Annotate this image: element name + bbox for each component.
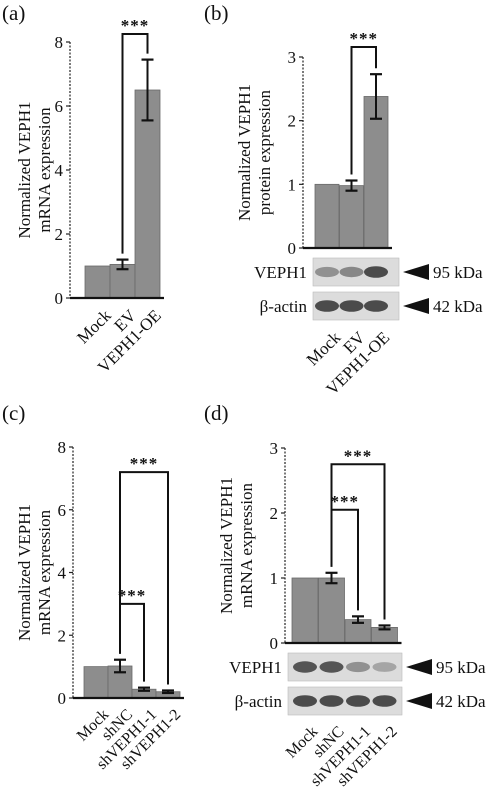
panel-d-blot-band <box>346 695 370 707</box>
panel-b-blot-band <box>339 300 364 312</box>
panel-a-bar <box>84 265 111 299</box>
panel-d-blot-row-label: β-actin <box>235 692 283 711</box>
panel-b-blot-marker-label: 42 kDa <box>433 297 483 316</box>
panel-d-blot-marker-label: 42 kDa <box>436 692 486 711</box>
panel-d-blot-band <box>293 695 317 707</box>
panel-b-bar <box>363 96 389 249</box>
panel-d-y-tick-label: 0 <box>270 634 279 653</box>
panel-d-blot-band <box>293 661 317 673</box>
panel-d-bar <box>318 577 345 644</box>
panel-c-y-tick-label: 4 <box>58 564 67 583</box>
panel-a-y-tick-label: 6 <box>55 97 64 116</box>
panel-b-significance-label: *** <box>350 29 379 48</box>
panel-d-marker-arrow-icon <box>406 659 432 675</box>
panel-a-category-label: Mock <box>73 306 115 348</box>
panel-d-blot-row-label: VEPH1 <box>229 658 282 677</box>
panel-b-blot-row-label: VEPH1 <box>254 263 307 282</box>
panel-d-y-tick-label: 1 <box>270 569 279 588</box>
panel-b-marker-arrow-icon <box>403 264 429 280</box>
panel-d-blot-band <box>319 661 344 673</box>
panel-d-significance-label: *** <box>331 492 360 511</box>
panel-b-y-axis-label: Normalized VEPH1 <box>235 84 254 221</box>
panel-b-category-label: Mock <box>303 328 345 370</box>
panel-b-y-tick-label: 2 <box>288 112 297 131</box>
panel-c-y-axis-label: mRNA expression <box>35 509 54 635</box>
panel-c-label: (c) <box>2 401 25 425</box>
panel-b-y-tick-label: 1 <box>288 175 297 194</box>
panel-a-significance-bracket <box>121 33 149 254</box>
panel-a-label: (a) <box>2 1 25 25</box>
panel-b-blot-band <box>315 266 339 278</box>
panel-d-y-axis-label: mRNA expression <box>237 482 256 608</box>
panel-b-y-tick-label: 3 <box>288 48 297 67</box>
panel-c-significance-bracket <box>119 471 169 685</box>
panel-b-blot-marker-label: 95 kDa <box>433 263 483 282</box>
panel-d-marker-arrow-icon <box>406 693 432 709</box>
panel-d-blot-marker-label: 95 kDa <box>436 658 486 677</box>
panel-b-marker-arrow-icon <box>403 298 429 314</box>
panel-b-bar <box>314 183 340 249</box>
panel-c-bar <box>83 666 109 699</box>
panel-b-y-axis-label: protein expression <box>255 89 274 215</box>
panel-d-blot-band <box>372 695 397 707</box>
panel-b-significance-bracket <box>350 46 377 175</box>
panel-d-y-axis-label: Normalized VEPH1 <box>217 477 236 614</box>
panel-b-bar <box>339 185 364 249</box>
panel-a-significance-label: *** <box>121 16 150 35</box>
panel-d-blot-band <box>346 661 370 673</box>
panel-b-blot-band <box>315 300 339 312</box>
panel-a-y-tick-label: 0 <box>55 289 64 308</box>
panel-b-y-tick-label: 0 <box>288 239 297 258</box>
panel-d-significance-label: *** <box>344 446 373 465</box>
panel-a-y-tick-label: 8 <box>55 33 64 52</box>
panel-d-bar <box>291 577 319 644</box>
panel-c-y-tick-label: 8 <box>58 438 67 457</box>
panel-c-y-tick-label: 0 <box>58 689 67 708</box>
panel-b-label: (b) <box>204 1 229 25</box>
panel-d-label: (d) <box>204 401 229 425</box>
panel-d-blot-band <box>372 662 397 672</box>
panel-a-y-tick-label: 2 <box>55 225 64 244</box>
panel-c-significance-label: *** <box>118 586 147 605</box>
panel-b-blot-band <box>364 300 388 312</box>
panel-b-blot-band <box>339 266 364 278</box>
panel-d-significance-bracket <box>330 463 386 620</box>
panel-a-y-axis-label: Normalized VEPH1 <box>15 101 34 238</box>
panel-b-blot-band <box>364 266 388 278</box>
panel-a-y-axis-label: mRNA expression <box>35 107 54 233</box>
panel-c-y-tick-label: 2 <box>58 626 67 645</box>
panel-a-y-tick-label: 4 <box>55 161 64 180</box>
panel-c-y-tick-label: 6 <box>58 501 67 520</box>
panel-b-blot-row-label: β-actin <box>260 297 308 316</box>
panel-d-y-tick-label: 3 <box>270 439 279 458</box>
panel-c-significance-label: *** <box>130 454 159 473</box>
panel-d-blot-band <box>319 695 344 707</box>
panel-d-y-tick-label: 2 <box>270 504 279 523</box>
panel-c-y-axis-label: Normalized VEPH1 <box>15 504 34 641</box>
